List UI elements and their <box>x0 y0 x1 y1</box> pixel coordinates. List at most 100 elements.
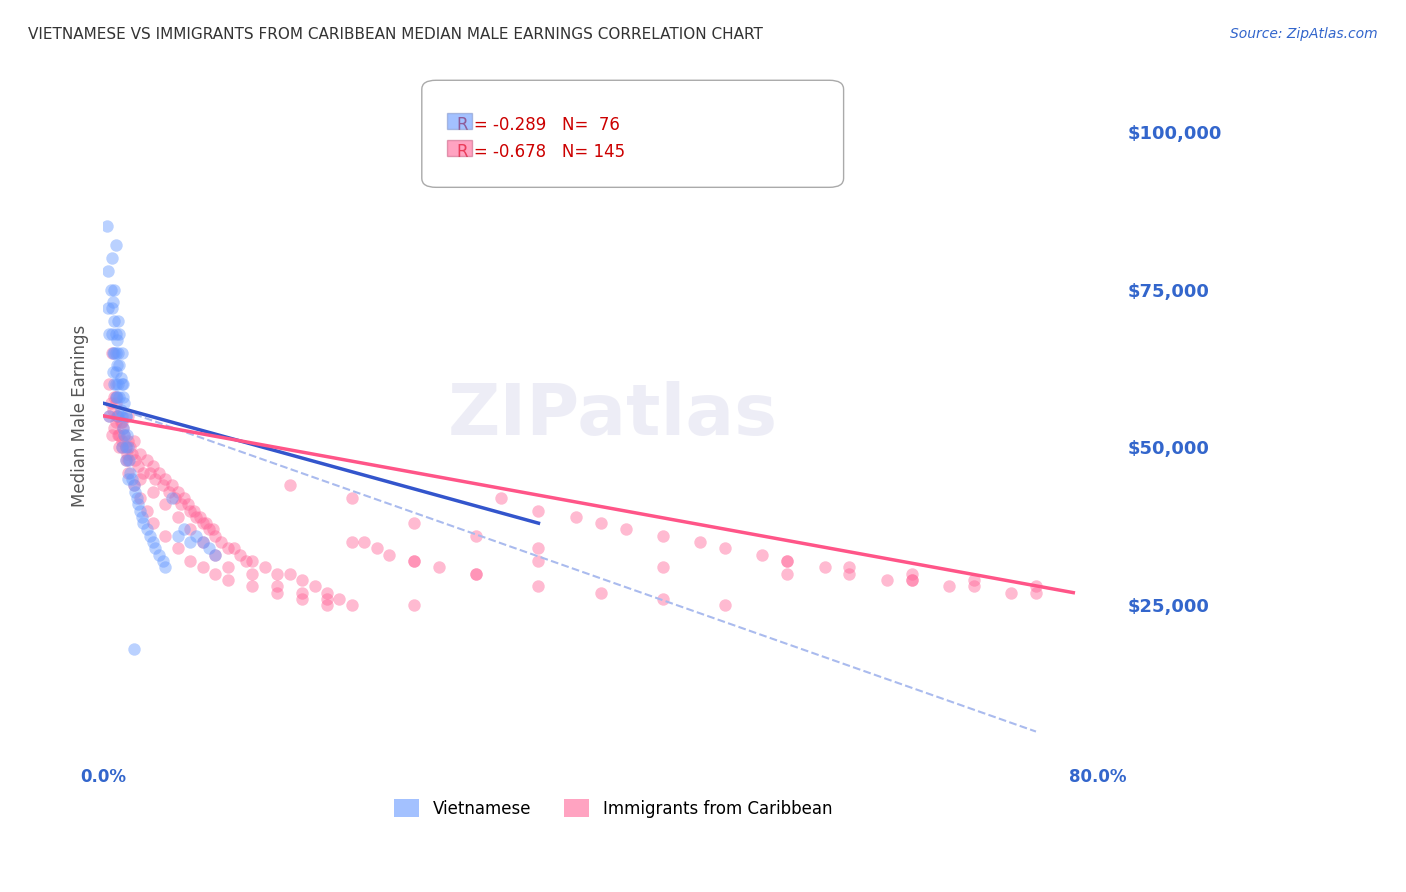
Point <box>132 516 155 531</box>
Point <box>229 548 252 562</box>
Point <box>489 491 512 505</box>
Point <box>291 585 314 599</box>
Point <box>112 427 135 442</box>
Point <box>242 579 264 593</box>
Point <box>104 415 127 429</box>
Text: ZIPatlas: ZIPatlas <box>449 381 778 450</box>
Point <box>107 427 129 442</box>
Point <box>776 566 799 581</box>
Point <box>201 523 224 537</box>
Point <box>101 427 124 442</box>
Point <box>108 441 131 455</box>
Point <box>107 314 129 328</box>
Point <box>110 415 132 429</box>
Point <box>118 453 141 467</box>
Point <box>204 548 226 562</box>
Point <box>188 509 211 524</box>
Point <box>714 599 737 613</box>
Point <box>689 535 711 549</box>
Point <box>115 427 138 442</box>
Point <box>142 484 165 499</box>
Point <box>101 295 124 310</box>
Point <box>404 516 426 531</box>
Point <box>101 345 124 359</box>
Point <box>105 359 128 373</box>
Point <box>112 421 135 435</box>
Point <box>103 314 125 328</box>
Point <box>108 427 131 442</box>
Point <box>117 434 139 448</box>
Point <box>179 523 201 537</box>
Point <box>340 491 363 505</box>
Point <box>191 516 214 531</box>
Point <box>97 301 120 316</box>
Point <box>179 554 201 568</box>
Point <box>142 535 165 549</box>
Point <box>112 421 135 435</box>
Point <box>127 497 149 511</box>
Point <box>186 509 208 524</box>
Point <box>117 466 139 480</box>
Point <box>117 409 139 423</box>
Point <box>111 345 134 359</box>
Point <box>963 579 986 593</box>
Point <box>148 466 170 480</box>
Point <box>97 263 120 277</box>
Point <box>278 566 301 581</box>
Point <box>166 541 188 556</box>
Point <box>316 591 339 606</box>
Point <box>101 345 124 359</box>
Point <box>340 535 363 549</box>
Point <box>121 472 143 486</box>
Point <box>242 566 264 581</box>
Point <box>155 497 177 511</box>
Point <box>112 390 135 404</box>
Point <box>104 390 127 404</box>
Point <box>340 599 363 613</box>
Point <box>112 427 135 442</box>
Point <box>378 548 401 562</box>
Point <box>111 409 134 423</box>
Point <box>222 541 245 556</box>
Point <box>107 377 129 392</box>
Point <box>651 529 673 543</box>
Point <box>198 523 221 537</box>
Point <box>115 447 138 461</box>
Point <box>266 579 288 593</box>
Point <box>191 560 214 574</box>
Point <box>122 478 145 492</box>
Point <box>117 441 139 455</box>
Point <box>751 548 773 562</box>
Point <box>900 573 922 587</box>
Point <box>107 345 129 359</box>
Point <box>938 579 960 593</box>
Point <box>404 554 426 568</box>
Point <box>101 365 124 379</box>
Point <box>132 466 155 480</box>
Point <box>179 503 201 517</box>
Point <box>98 377 121 392</box>
Point <box>876 573 898 587</box>
Point <box>114 453 136 467</box>
Point <box>204 548 226 562</box>
Point <box>465 529 488 543</box>
Point <box>204 529 226 543</box>
Point <box>108 390 131 404</box>
Point <box>111 441 134 455</box>
Text: Source: ZipAtlas.com: Source: ZipAtlas.com <box>1230 27 1378 41</box>
Point <box>404 599 426 613</box>
Point <box>1000 585 1022 599</box>
Text: R = -0.289   N=  76: R = -0.289 N= 76 <box>457 116 620 134</box>
Point <box>160 491 183 505</box>
Point <box>614 523 637 537</box>
Point <box>204 566 226 581</box>
Point <box>155 472 177 486</box>
Point <box>122 642 145 657</box>
Point <box>195 516 218 531</box>
Point <box>166 484 188 499</box>
Point <box>125 491 148 505</box>
Point <box>291 591 314 606</box>
Point <box>100 396 122 410</box>
Point <box>217 573 239 587</box>
Y-axis label: Median Male Earnings: Median Male Earnings <box>72 325 89 507</box>
